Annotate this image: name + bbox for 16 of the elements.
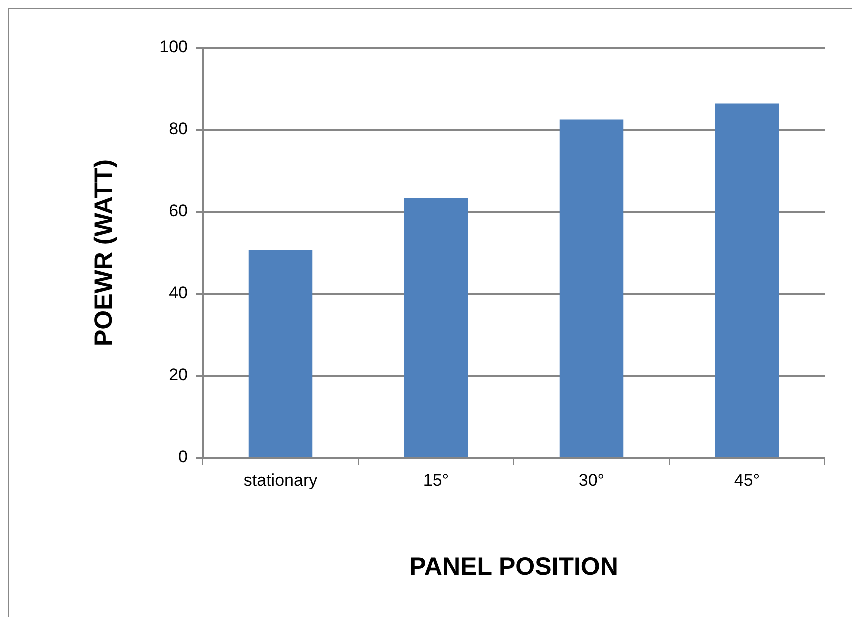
x-axis-title: PANEL POSITION xyxy=(410,552,618,581)
y-tick-label: 20 xyxy=(169,366,188,385)
x-tick-label: 15° xyxy=(423,470,450,490)
y-tick-label: 80 xyxy=(169,120,188,139)
x-tick-label: stationary xyxy=(244,470,318,490)
y-tick-label: 100 xyxy=(160,38,188,57)
y-tick-label: 40 xyxy=(169,284,188,303)
y-tick-label: 0 xyxy=(178,448,188,467)
bar xyxy=(560,120,624,458)
bar xyxy=(715,104,780,458)
bar xyxy=(404,198,468,458)
x-tick-label: 45° xyxy=(734,470,760,490)
y-axis-title: POEWR (WATT) xyxy=(90,160,118,346)
bar xyxy=(248,250,313,458)
x-tick-label: 30° xyxy=(578,470,605,490)
y-tick-label: 60 xyxy=(169,202,188,221)
